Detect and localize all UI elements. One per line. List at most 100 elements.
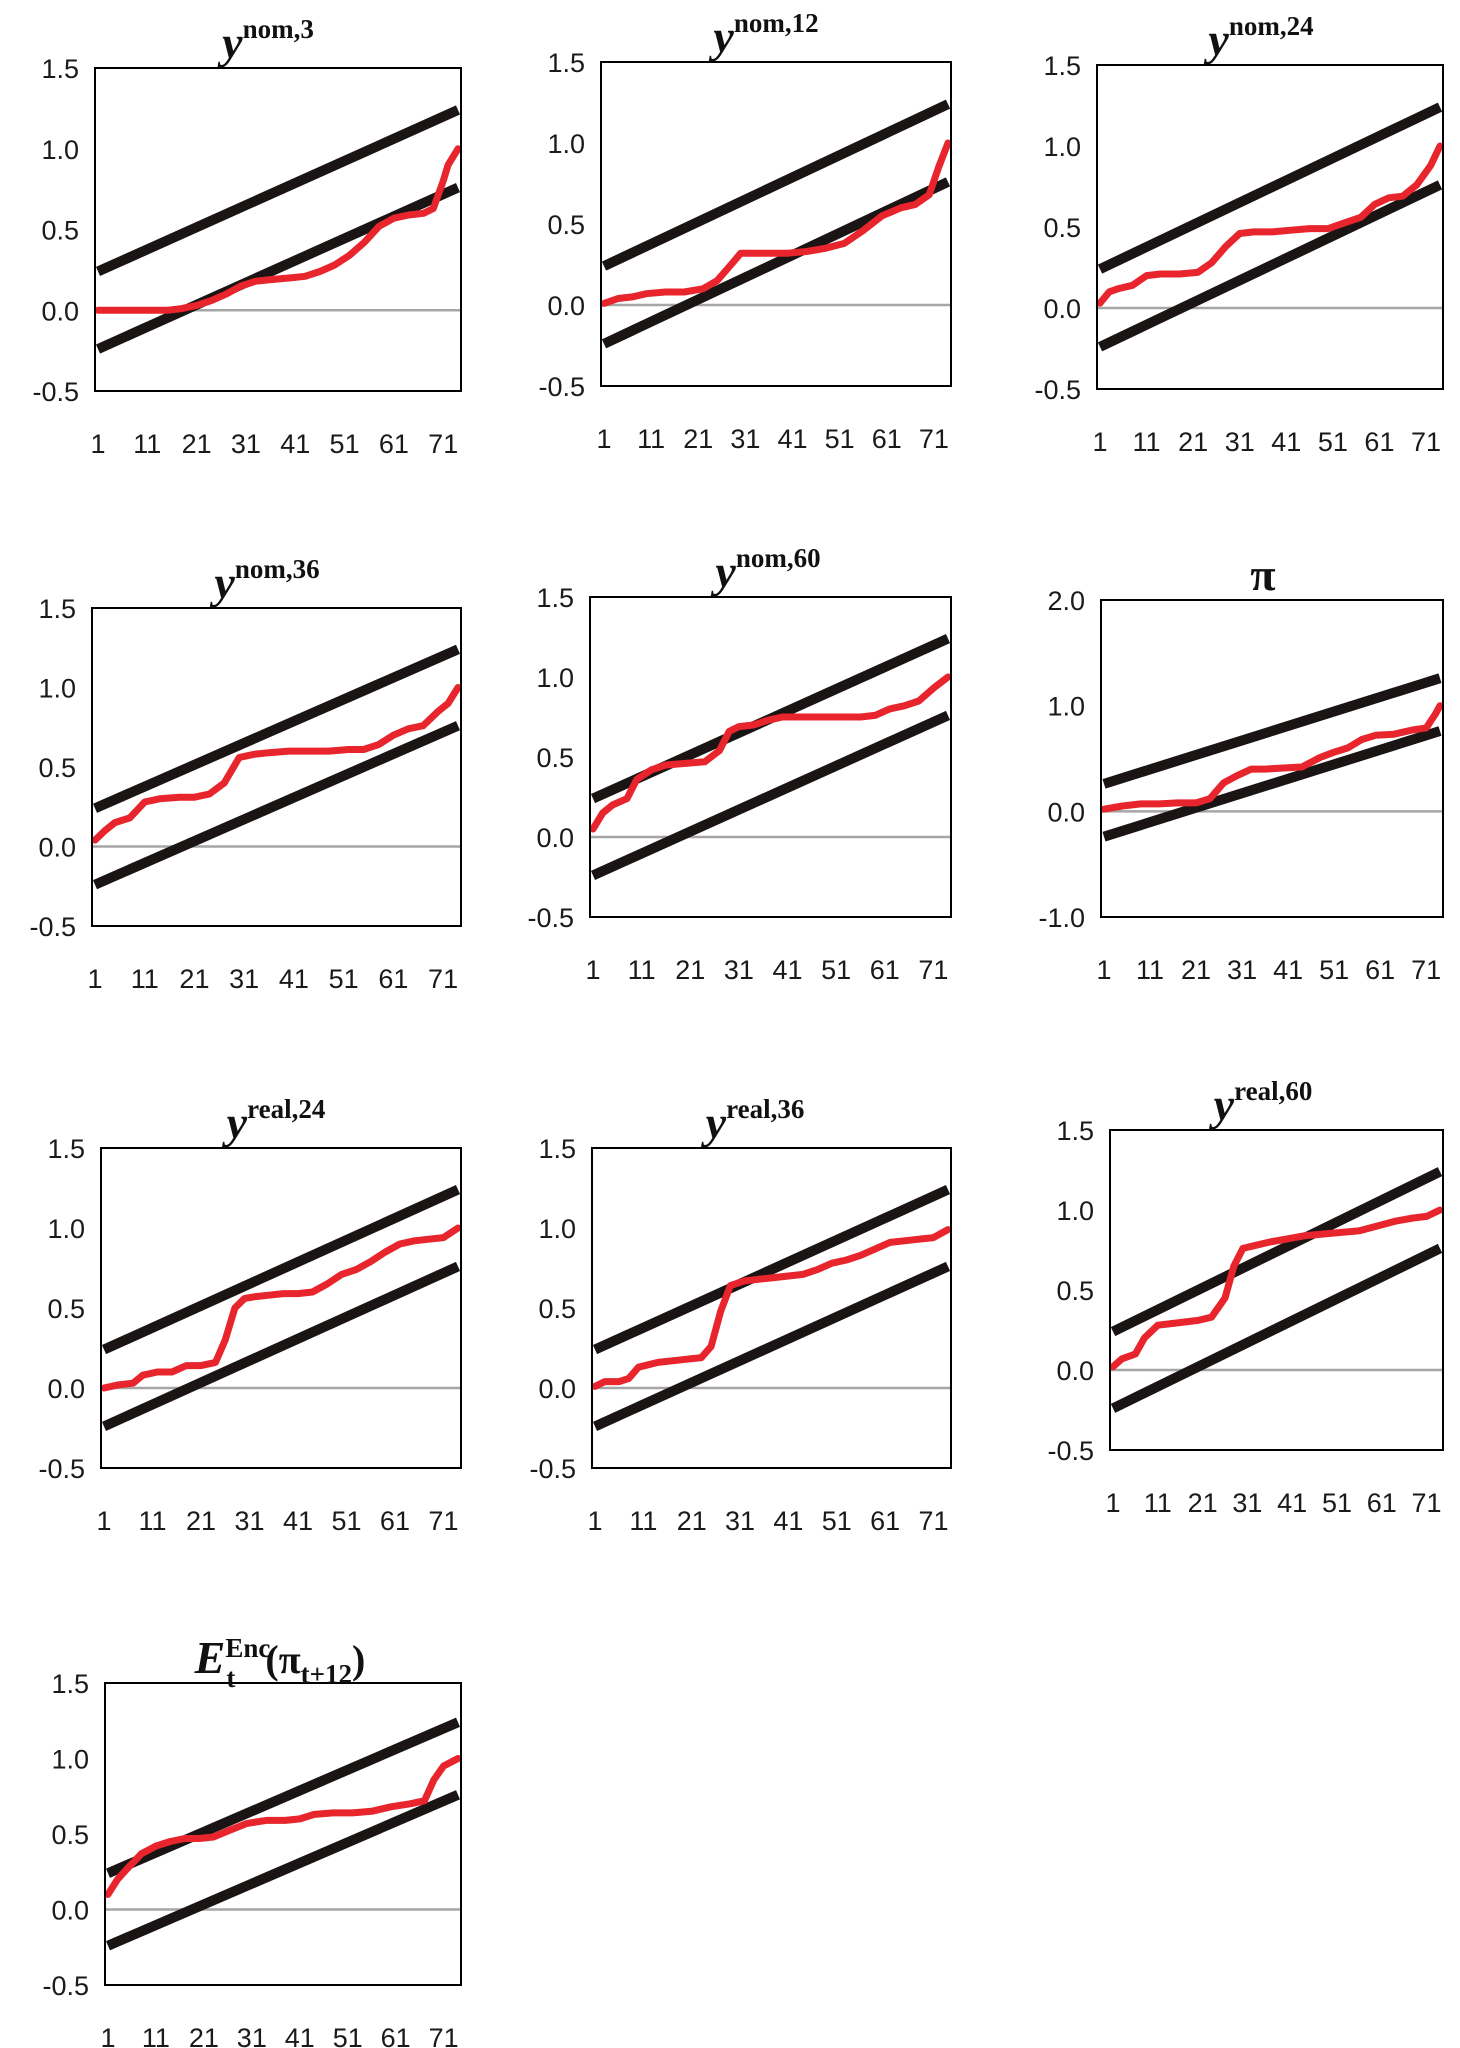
x-tick-label: 31 bbox=[229, 964, 259, 994]
x-tick-label: 71 bbox=[428, 1506, 458, 1536]
title-base: y bbox=[701, 1097, 727, 1148]
x-tick-label: 71 bbox=[918, 1506, 948, 1536]
upper-band-line bbox=[601, 99, 951, 271]
x-tick-label: 1 bbox=[87, 964, 102, 994]
y-tick-label: 0.5 bbox=[1056, 1276, 1094, 1306]
y-tick-label: -0.5 bbox=[29, 912, 76, 942]
x-tick-label: 1 bbox=[90, 429, 105, 459]
chart-title: yreal,24 bbox=[222, 1094, 326, 1148]
x-tick-label: 51 bbox=[1319, 955, 1349, 985]
y-tick-label: -0.5 bbox=[527, 903, 574, 933]
y-tick-label: 0.0 bbox=[41, 296, 79, 326]
x-tick-label: 11 bbox=[142, 2023, 170, 2048]
lower-band-line bbox=[592, 1261, 951, 1431]
x-tick-label: 71 bbox=[1411, 427, 1441, 457]
x-tick-label: 11 bbox=[637, 424, 665, 454]
title-superscript: Enc bbox=[225, 1633, 270, 1663]
y-tick-label: 1.5 bbox=[38, 594, 76, 624]
series-line bbox=[100, 1224, 462, 1392]
x-tick-label: 11 bbox=[131, 964, 159, 994]
title-base: y bbox=[217, 17, 243, 68]
lower-band-line bbox=[101, 1261, 461, 1431]
y-tick-label: 0.5 bbox=[1043, 213, 1081, 243]
chart-title: yreal,36 bbox=[701, 1094, 805, 1148]
x-tick-label: 61 bbox=[380, 1506, 410, 1536]
x-tick-label: 41 bbox=[772, 955, 802, 985]
upper-band-line bbox=[92, 644, 461, 813]
y-tick-label: 0.0 bbox=[38, 833, 76, 863]
y-tick-label: -0.5 bbox=[32, 377, 79, 407]
y-tick-label: 0.5 bbox=[538, 1294, 576, 1324]
x-tick-label: 1 bbox=[100, 2023, 115, 2048]
x-tick-label: 41 bbox=[285, 2023, 315, 2048]
title-base: y bbox=[1203, 14, 1229, 65]
title-base: y bbox=[209, 557, 235, 608]
y-tick-label: 1.0 bbox=[1043, 132, 1081, 162]
series-line bbox=[1096, 142, 1444, 307]
x-tick-label: 61 bbox=[1367, 1488, 1397, 1518]
y-tick-label: 0.5 bbox=[38, 753, 76, 783]
y-tick-label: 0.5 bbox=[41, 216, 79, 246]
y-tick-label: 1.0 bbox=[47, 1214, 85, 1244]
x-tick-label: 31 bbox=[237, 2023, 267, 2048]
x-tick-label: 21 bbox=[179, 964, 209, 994]
y-tick-label: 0.0 bbox=[538, 1374, 576, 1404]
lower-band-line bbox=[95, 182, 461, 354]
x-tick-label: 1 bbox=[1096, 955, 1111, 985]
series-line bbox=[591, 1226, 952, 1390]
x-tick-label: 61 bbox=[1365, 955, 1395, 985]
title-base: E bbox=[194, 1632, 226, 1683]
lower-band-line bbox=[1110, 1243, 1443, 1413]
y-tick-label: 0.0 bbox=[1056, 1356, 1094, 1386]
x-tick-label: 31 bbox=[231, 429, 261, 459]
x-tick-label: 31 bbox=[234, 1506, 264, 1536]
x-tick-label: 61 bbox=[381, 2023, 411, 2048]
x-tick-label: 31 bbox=[1227, 955, 1257, 985]
x-tick-label: 51 bbox=[333, 2023, 363, 2048]
x-tick-label: 61 bbox=[872, 424, 902, 454]
x-tick-label: 41 bbox=[777, 424, 807, 454]
y-tick-label: -0.5 bbox=[1047, 1436, 1094, 1466]
x-tick-label: 21 bbox=[683, 424, 713, 454]
title-superscript: nom,3 bbox=[243, 14, 314, 44]
x-tick-label: 71 bbox=[428, 429, 458, 459]
x-tick-label: 1 bbox=[587, 1506, 602, 1536]
x-tick-label: 51 bbox=[1318, 427, 1348, 457]
lower-band-line bbox=[1097, 180, 1443, 352]
x-tick-label: 31 bbox=[730, 424, 760, 454]
plot-frame bbox=[1109, 1129, 1444, 1451]
x-tick-label: 61 bbox=[1364, 427, 1394, 457]
title-base: y bbox=[222, 1097, 248, 1148]
chart-title: yreal,60 bbox=[1209, 1076, 1313, 1130]
upper-band-line bbox=[95, 105, 461, 277]
y-tick-label: -0.5 bbox=[38, 1454, 85, 1484]
x-tick-label: 21 bbox=[186, 1506, 216, 1536]
y-tick-label: 1.5 bbox=[41, 54, 79, 84]
x-tick-label: 51 bbox=[822, 1506, 852, 1536]
title-paren-subscript: t+12 bbox=[301, 1659, 352, 1689]
y-tick-label: 0.0 bbox=[547, 291, 585, 321]
y-tick-label: 1.5 bbox=[538, 1134, 576, 1164]
y-tick-label: 1.0 bbox=[51, 1745, 89, 1775]
x-tick-label: 41 bbox=[1277, 1488, 1307, 1518]
title-superscript: real,60 bbox=[1234, 1076, 1312, 1106]
upper-band-line bbox=[1097, 102, 1443, 274]
x-tick-label: 11 bbox=[628, 955, 656, 985]
chart-title: ynom,60 bbox=[710, 543, 820, 597]
x-tick-label: 11 bbox=[1136, 955, 1164, 985]
y-tick-label: 1.0 bbox=[38, 674, 76, 704]
series-line bbox=[1109, 1206, 1444, 1371]
y-tick-label: -0.5 bbox=[1034, 375, 1081, 405]
y-tick-label: 0.5 bbox=[547, 210, 585, 240]
x-tick-label: 11 bbox=[629, 1506, 657, 1536]
y-tick-label: -0.5 bbox=[42, 1971, 89, 2001]
y-tick-label: 1.5 bbox=[1043, 51, 1081, 81]
chart-panel-6: 2.01.00.0-1.01 11 21 31 41 51 61 71π bbox=[1038, 549, 1444, 985]
title-close-paren: ) bbox=[352, 1637, 365, 1682]
x-tick-label: 41 bbox=[1271, 427, 1301, 457]
title-superscript: nom,60 bbox=[736, 543, 821, 573]
x-tick-label: 31 bbox=[1232, 1488, 1262, 1518]
